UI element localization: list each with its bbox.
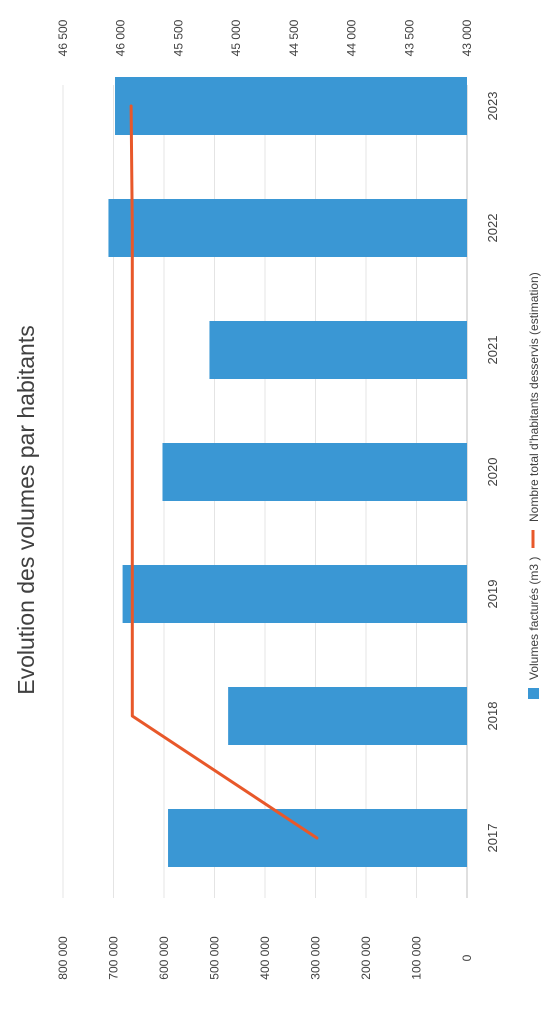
bar-2019 — [122, 565, 467, 623]
left-axis-tick-label: 0 — [460, 954, 474, 961]
right-axis-tick-label: 45 000 — [229, 19, 243, 56]
right-axis-tick-label: 43 000 — [460, 19, 474, 56]
category-label-2018: 2018 — [485, 702, 500, 731]
right-axis-tick-label: 46 000 — [114, 19, 128, 56]
bar-2018 — [228, 687, 467, 745]
bar-2023 — [115, 77, 467, 135]
right-axis-ticks: 43 000 43 500 44 000 44 500 45 000 45 500 46 0… — [56, 19, 474, 56]
bar-2020 — [162, 443, 468, 501]
bar-2021 — [209, 321, 467, 379]
left-axis-tick-label: 800 000 — [56, 936, 70, 980]
left-axis-tick-label: 700 000 — [107, 936, 121, 980]
left-axis-tick-label: 600 000 — [157, 936, 171, 980]
category-label-2023: 2023 — [485, 92, 500, 121]
legend: Volumes facturés (m3 ) Nombre total d'ha… — [527, 272, 541, 699]
left-axis-tick-label: 400 000 — [258, 936, 272, 980]
habitants-line-path — [129, 104, 319, 840]
left-axis-tick-label: 100 000 — [410, 936, 424, 980]
legend-label-habitants: Nombre total d'habitants desservis (esti… — [527, 272, 541, 522]
category-label-2022: 2022 — [485, 214, 500, 243]
right-axis-tick-label: 45 500 — [171, 19, 185, 56]
right-axis-tick-label: 46 500 — [56, 19, 70, 56]
left-axis-ticks: 0 100 000 200 000 300 000 400 000 500 000 600 … — [56, 936, 474, 980]
category-labels: 2017 2018 2019 2020 2021 2022 2023 — [485, 92, 500, 853]
category-label-2017: 2017 — [485, 824, 500, 853]
bar-2022 — [108, 199, 467, 257]
legend-swatch-volumes — [528, 688, 539, 699]
right-axis-tick-label: 43 500 — [402, 19, 416, 56]
category-label-2020: 2020 — [485, 458, 500, 487]
habitants-line — [129, 104, 319, 840]
right-axis-tick-label: 44 500 — [287, 19, 301, 56]
left-axis-tick-label: 200 000 — [359, 936, 373, 980]
category-label-2019: 2019 — [485, 580, 500, 609]
chart-title: Evolution des volumes par habitants — [13, 325, 39, 695]
category-label-2021: 2021 — [485, 336, 500, 365]
right-axis-tick-label: 44 000 — [345, 19, 359, 56]
left-axis-tick-label: 300 000 — [309, 936, 323, 980]
bars — [108, 77, 468, 867]
chart-title-group: Evolution des volumes par habitants — [13, 325, 39, 695]
left-axis-tick-label: 500 000 — [208, 936, 222, 980]
legend-label-volumes: Volumes facturés (m3 ) — [527, 557, 541, 680]
